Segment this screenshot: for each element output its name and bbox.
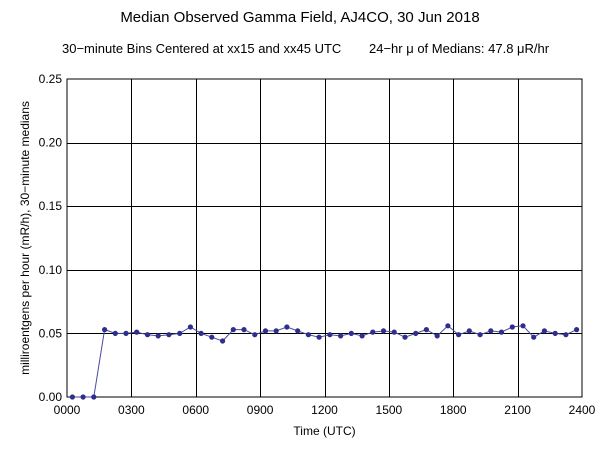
data-point (498, 329, 505, 335)
data-point (262, 328, 269, 334)
data-point (166, 332, 172, 338)
data-point (134, 329, 140, 335)
data-point (391, 329, 397, 335)
data-point (91, 394, 97, 400)
data-point (295, 328, 301, 334)
data-point (305, 332, 311, 338)
data-point (198, 330, 204, 336)
x-tick-label: 2400 (569, 403, 596, 417)
data-point (509, 324, 515, 330)
x-tick-label: 1500 (376, 403, 403, 417)
data-point (466, 328, 472, 334)
data-point (541, 328, 548, 334)
data-point (434, 333, 440, 339)
data-point (370, 329, 376, 335)
data-point (155, 333, 161, 339)
y-axis-title: milliroentgens per hour (mR/h), 30−minut… (18, 101, 32, 375)
y-tick-label: 0.20 (39, 136, 63, 150)
chart-title: Median Observed Gamma Field, AJ4CO, 30 J… (120, 9, 480, 26)
data-point (209, 334, 215, 340)
data-point (80, 394, 86, 400)
data-point (252, 332, 258, 338)
x-axis-title: Time (UTC) (293, 424, 355, 438)
data-point (177, 330, 183, 336)
series-layer (69, 323, 580, 400)
data-point (123, 330, 129, 336)
data-point (423, 327, 429, 333)
data-point (402, 334, 408, 340)
data-point (563, 332, 569, 338)
chart-subtitle-mean: 24−hr μ of Medians: 47.8 μR/hr (369, 41, 550, 56)
x-tick-label: 0900 (247, 403, 274, 417)
data-point (520, 323, 526, 329)
grid-layer (67, 79, 582, 397)
data-point (359, 333, 365, 339)
y-tick-label: 0.00 (39, 390, 63, 404)
x-tick-label: 0600 (182, 403, 209, 417)
data-point (69, 394, 75, 400)
data-point (273, 328, 279, 334)
plot-frame (66, 78, 583, 398)
data-point (144, 332, 151, 338)
y-tick-label: 0.10 (39, 263, 63, 277)
data-point (338, 333, 344, 339)
data-point (413, 330, 419, 336)
data-point (327, 332, 333, 338)
data-point (477, 332, 483, 338)
data-point (220, 338, 226, 344)
tick-layer: 0000 0300 0600 0900 1200 1500 1800 2100 2400 0.00… (39, 72, 596, 417)
data-point (488, 328, 494, 334)
data-point (531, 334, 537, 340)
data-point (284, 324, 290, 330)
data-point (456, 332, 462, 338)
data-point (102, 327, 108, 333)
data-point (552, 330, 558, 336)
x-tick-label: 1200 (311, 403, 338, 417)
data-point (348, 330, 354, 336)
x-tick-label: 0000 (54, 403, 81, 417)
y-tick-label: 0.05 (39, 326, 63, 340)
data-point (316, 334, 322, 340)
chart-subtitle-bins: 30−minute Bins Centered at xx15 and xx45… (62, 41, 342, 56)
data-point (230, 327, 236, 333)
data-point (380, 328, 387, 334)
data-point (187, 324, 193, 330)
x-tick-label: 0300 (118, 403, 145, 417)
y-tick-label: 0.15 (39, 199, 63, 213)
x-tick-label: 1800 (440, 403, 467, 417)
y-tick-label: 0.25 (39, 72, 63, 86)
data-point (574, 327, 580, 333)
data-point (445, 323, 451, 329)
data-point (241, 327, 247, 333)
data-point (112, 330, 118, 336)
x-tick-label: 2100 (504, 403, 531, 417)
